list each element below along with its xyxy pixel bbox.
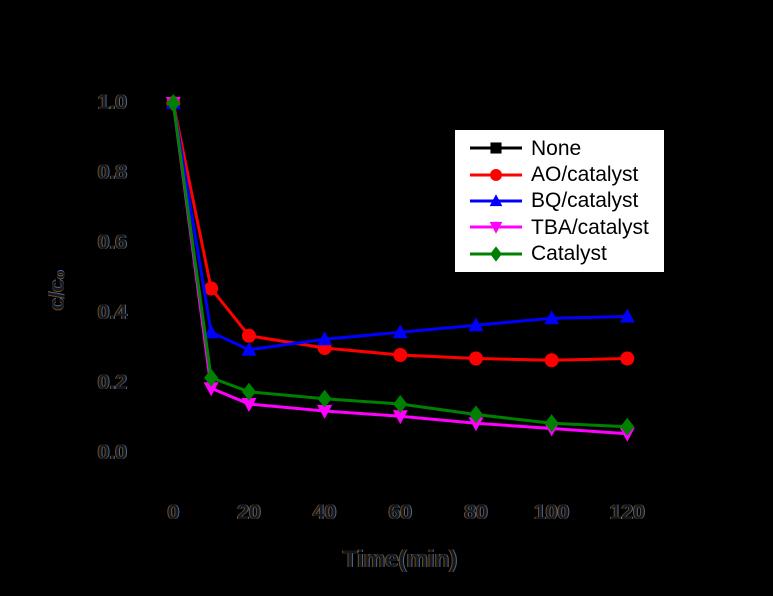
legend-marker-tba-catalyst-icon [470,222,522,235]
data-point-catalyst [204,368,219,387]
y-tick-label-0.0: 0.0 [97,441,127,464]
data-point-ao-catalyst [544,353,559,368]
data-point-tba-catalyst [468,417,484,432]
data-point-catalyst [544,414,559,433]
data-point-bq-catalyst [544,310,560,325]
data-point-tba-catalyst [392,410,408,425]
legend-item-bq-catalyst: BQ/catalyst [468,190,660,212]
data-point-bq-catalyst [241,341,257,356]
x-tick-label-40: 40 [312,501,337,524]
data-point-ao-catalyst [468,351,483,366]
data-point-ao-catalyst [620,351,635,366]
legend-item-catalyst: Catalyst [468,243,660,265]
legend-marker-catalyst-icon [470,246,522,262]
legend-label-ao-catalyst: AO/catalyst [531,163,639,187]
data-point-tba-catalyst [241,398,257,412]
data-point-none [204,96,218,110]
y-tick-label-0.4: 0.4 [97,301,127,324]
data-point-none [469,96,483,110]
data-point-none [242,96,256,110]
data-point-catalyst [468,405,483,424]
data-point-none [620,96,634,110]
legend-item-none: None [468,137,660,159]
y-tick-label-0.8: 0.8 [97,161,127,184]
data-point-tba-catalyst [317,405,333,419]
data-point-none [393,96,407,110]
legend-label-bq-catalyst: BQ/catalyst [531,189,639,213]
data-point-bq-catalyst [392,324,408,339]
series-line-catalyst [171,102,628,429]
legend-label-tba-catalyst: TBA/catalyst [531,215,649,239]
legend-label-none: None [531,136,582,160]
legend-marker-none-icon [470,142,522,154]
data-point-catalyst [317,389,332,408]
x-axis-label: Time(min) [342,546,458,573]
series-line-ao-catalyst [171,102,628,362]
data-point-ao-catalyst [393,348,408,362]
legend-item-tba-catalyst: TBA/catalyst [468,216,660,238]
data-point-bq-catalyst [619,308,635,323]
series-line-bq-catalyst [171,102,628,352]
data-point-catalyst [241,382,256,401]
x-tick-label-60: 60 [388,501,412,524]
series-line-tba-catalyst [171,102,628,436]
data-point-bq-catalyst [317,331,333,346]
x-tick-label-80: 80 [464,501,488,524]
data-point-tba-catalyst [203,382,219,397]
x-tick-label-100: 100 [534,501,570,524]
legend: None AO/catalyst BQ/catalyst TBA/catalyst Ca… [453,128,666,274]
data-point-bq-catalyst [203,324,219,339]
legend-label-catalyst: Catalyst [531,242,607,266]
x-tick-label-20: 20 [237,501,261,524]
data-point-bq-catalyst [468,317,484,332]
data-point-none [318,96,332,110]
y-tick-label-0.6: 0.6 [97,231,127,254]
data-point-catalyst [393,395,408,413]
y-tick-label-0.2: 0.2 [97,371,127,394]
legend-item-ao-catalyst: AO/catalyst [468,164,660,186]
x-tick-label-0: 0 [167,501,180,524]
legend-marker-bq-catalyst-icon [470,194,522,207]
data-point-catalyst [166,94,181,112]
y-tick-label-1.0: 1.0 [97,91,127,114]
data-point-none [545,96,559,110]
x-tick-label-120: 120 [609,501,645,524]
legend-marker-ao-catalyst-icon [470,168,522,181]
data-point-catalyst [620,417,635,436]
data-point-ao-catalyst [204,281,219,296]
data-point-ao-catalyst [241,328,256,343]
